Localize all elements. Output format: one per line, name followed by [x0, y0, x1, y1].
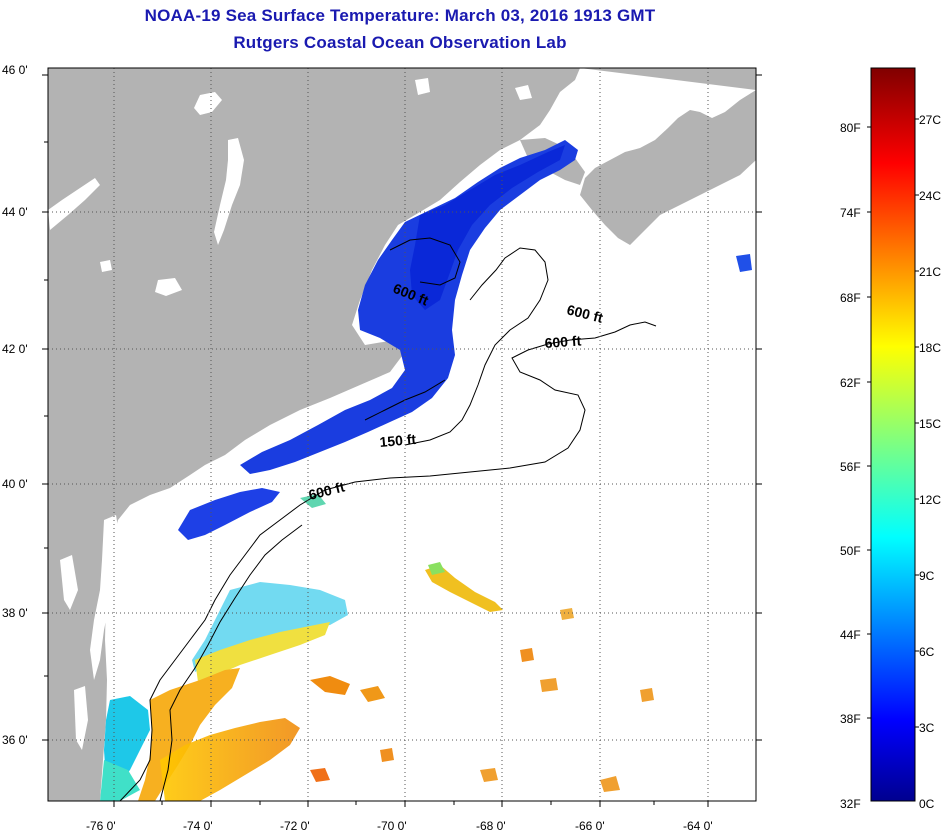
lon-label-74: -74 0' — [183, 819, 213, 833]
lat-label-44: 44 0' — [2, 205, 28, 219]
colorbar-ticks — [867, 118, 919, 728]
colorbar-f-68: 68F — [840, 291, 861, 305]
contour-label-4: 150 ft — [379, 431, 417, 450]
colorbar-c-6: 6C — [919, 645, 935, 659]
colorbar-c-12: 12C — [919, 493, 941, 507]
colorbar-c-18: 18C — [919, 341, 941, 355]
colorbar-c-3: 3C — [919, 721, 935, 735]
colorbar-f-74: 74F — [840, 206, 861, 220]
colorbar-f-50: 50F — [840, 544, 861, 558]
colorbar-c-24: 24C — [919, 189, 941, 203]
lon-label-76: -76 0' — [86, 819, 116, 833]
colorbar-c-0: 0C — [919, 797, 935, 811]
lat-label-40: 40 0' — [2, 477, 28, 491]
lon-label-72: -72 0' — [280, 819, 310, 833]
colorbar-c-21: 21C — [919, 265, 941, 279]
colorbar-f-62: 62F — [840, 376, 861, 390]
colorbar-c-27: 27C — [919, 113, 941, 127]
lon-label-64: -64 0' — [683, 819, 713, 833]
lon-label-70: -70 0' — [377, 819, 407, 833]
colorbar-f-38: 38F — [840, 712, 861, 726]
map-frame — [47, 67, 757, 802]
colorbar-gradient — [870, 67, 916, 802]
lat-label-36: 36 0' — [2, 733, 28, 747]
axis-ticks — [42, 74, 762, 807]
lat-label-38: 38 0' — [2, 606, 28, 620]
colorbar-f-44: 44F — [840, 628, 861, 642]
lon-label-68: -68 0' — [476, 819, 506, 833]
map-subtitle: Rutgers Coastal Ocean Observation Lab — [233, 33, 567, 52]
colorbar-f-32: 32F — [840, 797, 861, 811]
colorbar-f-56: 56F — [840, 460, 861, 474]
colorbar-c-9: 9C — [919, 569, 935, 583]
colorbar: 80F 74F 68F 62F 56F 50F 44F 38F 32F 27C … — [840, 67, 941, 811]
inland-water — [48, 78, 666, 750]
colorbar-c-15: 15C — [919, 417, 941, 431]
map-title: NOAA-19 Sea Surface Temperature: March 0… — [144, 6, 656, 25]
colorbar-f-80: 80F — [840, 121, 861, 135]
lat-label-46: 46 0' — [2, 63, 28, 77]
lon-label-66: -66 0' — [575, 819, 605, 833]
contour-label-3: 600 ft — [544, 332, 582, 351]
lat-label-42: 42 0' — [2, 342, 28, 356]
map-area: 600 ft 600 ft 600 ft 150 ft 600 ft — [48, 68, 756, 801]
